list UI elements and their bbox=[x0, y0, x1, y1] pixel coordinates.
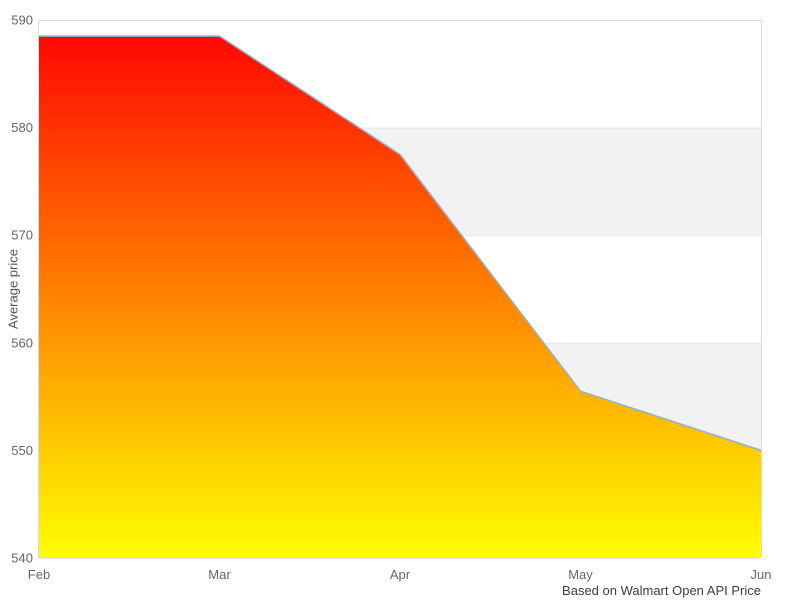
y-axis-title: Average price bbox=[5, 249, 21, 329]
x-axis-tick-label: Apr bbox=[390, 567, 411, 582]
y-axis-tick-label: 550 bbox=[11, 443, 33, 458]
y-axis-tick-label: 540 bbox=[11, 551, 33, 566]
y-axis-tick-label: 580 bbox=[11, 120, 33, 135]
y-axis-tick-label: 570 bbox=[11, 228, 33, 243]
line-series bbox=[39, 35, 762, 452]
plot-border bbox=[38, 20, 762, 558]
area-series bbox=[39, 36, 761, 558]
y-axis-tick-label: 560 bbox=[11, 335, 33, 350]
x-axis-tick-label: May bbox=[568, 567, 593, 582]
chart-caption: Based on Walmart Open API Price bbox=[562, 583, 761, 598]
x-axis-tick-label: Mar bbox=[208, 567, 231, 582]
x-axis-tick-label: Feb bbox=[28, 567, 50, 582]
y-axis-tick-label: 590 bbox=[11, 13, 33, 28]
x-axis-tick-label: Jun bbox=[751, 567, 772, 582]
